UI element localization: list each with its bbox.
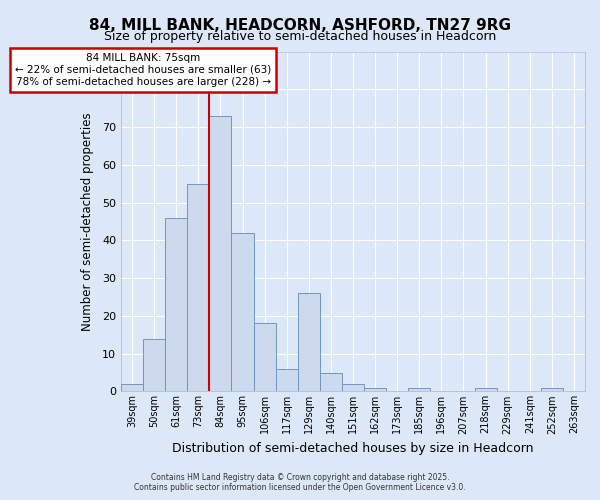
Y-axis label: Number of semi-detached properties: Number of semi-detached properties	[80, 112, 94, 331]
Bar	[408, 388, 430, 392]
Bar	[143, 338, 165, 392]
Bar	[275, 368, 298, 392]
Bar	[342, 384, 364, 392]
Bar	[187, 184, 209, 392]
Bar	[121, 384, 143, 392]
Text: 84 MILL BANK: 75sqm
← 22% of semi-detached houses are smaller (63)
78% of semi-d: 84 MILL BANK: 75sqm ← 22% of semi-detach…	[15, 54, 271, 86]
Bar	[320, 372, 342, 392]
Bar	[165, 218, 187, 392]
Bar	[232, 233, 254, 392]
Bar	[541, 388, 563, 392]
Bar	[209, 116, 232, 392]
Bar	[254, 324, 275, 392]
Text: Size of property relative to semi-detached houses in Headcorn: Size of property relative to semi-detach…	[104, 30, 496, 43]
Bar	[364, 388, 386, 392]
X-axis label: Distribution of semi-detached houses by size in Headcorn: Distribution of semi-detached houses by …	[172, 442, 534, 455]
Text: Contains HM Land Registry data © Crown copyright and database right 2025.
Contai: Contains HM Land Registry data © Crown c…	[134, 473, 466, 492]
Bar	[475, 388, 497, 392]
Bar	[298, 293, 320, 392]
Text: 84, MILL BANK, HEADCORN, ASHFORD, TN27 9RG: 84, MILL BANK, HEADCORN, ASHFORD, TN27 9…	[89, 18, 511, 32]
